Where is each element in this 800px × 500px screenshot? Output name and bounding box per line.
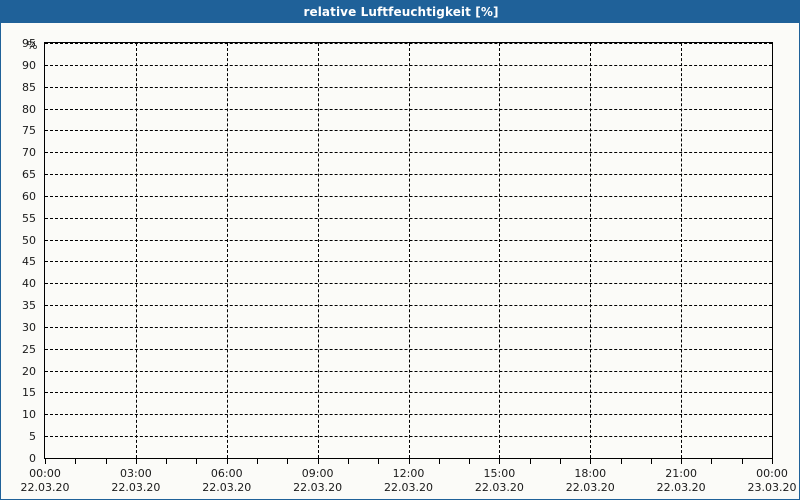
y-axis-tick-label: 25 bbox=[22, 342, 36, 356]
x-axis-tick-mark bbox=[408, 459, 410, 464]
x-axis-tick-date: 22.03.20 bbox=[202, 481, 252, 494]
x-axis-tick-mark bbox=[711, 459, 713, 464]
y-axis-tick-label: 60 bbox=[22, 189, 36, 203]
gridline-vertical bbox=[408, 43, 410, 458]
x-axis-tick-mark bbox=[529, 459, 531, 464]
y-axis-tick-label: 30 bbox=[22, 320, 36, 334]
x-axis-tick-time: 00:00 bbox=[29, 467, 61, 480]
x-axis-tick-label: 09:00 22.03.20 bbox=[273, 467, 363, 495]
x-axis-tick-mark bbox=[226, 459, 228, 464]
x-axis-tick-mark bbox=[347, 459, 349, 464]
x-axis-tick-mark bbox=[257, 459, 259, 464]
y-axis-tick-label: 70 bbox=[22, 146, 36, 160]
x-axis-tick-label: 15:00 22.03.20 bbox=[454, 467, 544, 495]
x-axis-tick-label: 03:00 22.03.20 bbox=[91, 467, 181, 495]
y-axis-tick-label: 90 bbox=[22, 58, 36, 72]
gridline-vertical bbox=[590, 43, 592, 458]
gridline-vertical bbox=[499, 43, 501, 458]
x-axis-tick-mark bbox=[75, 459, 77, 464]
y-axis-tick-label: 65 bbox=[22, 168, 36, 182]
y-axis-tick-label: 0 bbox=[29, 452, 36, 465]
y-axis-tick-label: 20 bbox=[22, 364, 36, 378]
x-axis-tick-date: 22.03.20 bbox=[20, 481, 70, 494]
x-axis-tick-date: 22.03.20 bbox=[474, 481, 524, 494]
y-axis-tick-label: 40 bbox=[22, 277, 36, 291]
x-axis-tick-time: 12:00 bbox=[392, 467, 425, 480]
x-axis-tick-mark bbox=[438, 459, 440, 464]
x-axis-tick-mark bbox=[559, 459, 561, 464]
x-axis-tick-time: 03:00 bbox=[120, 467, 152, 480]
x-axis-tick-label: 00:00 23.03.20 bbox=[727, 467, 799, 495]
y-axis-tick-label: 50 bbox=[22, 233, 36, 247]
y-axis-tick-label: 55 bbox=[22, 211, 36, 225]
x-axis-tick-mark bbox=[105, 459, 107, 464]
y-axis-tick-label: 15 bbox=[22, 386, 36, 400]
y-axis-tick-label: 45 bbox=[22, 255, 36, 269]
x-axis-tick-label: 06:00 22.03.20 bbox=[182, 467, 272, 495]
y-axis-tick-label: 85 bbox=[22, 80, 36, 94]
x-axis-tick-mark bbox=[741, 459, 743, 464]
x-axis-tick-label: 18:00 22.03.20 bbox=[545, 467, 635, 495]
gridline-vertical bbox=[226, 43, 228, 458]
y-axis-tick-label: 80 bbox=[22, 102, 36, 116]
plot-area bbox=[44, 42, 773, 459]
y-axis-tick-label: 35 bbox=[22, 299, 36, 313]
x-axis-tick-time: 21:00 bbox=[665, 467, 697, 480]
x-axis-tick-mark bbox=[620, 459, 622, 464]
y-axis-tick-label: 95 bbox=[22, 37, 36, 50]
y-axis-unit-label: % bbox=[27, 39, 38, 52]
x-axis-tick-mark bbox=[196, 459, 198, 464]
x-axis-tick-time: 09:00 bbox=[301, 467, 334, 480]
x-axis-tick-label: 21:00 22.03.20 bbox=[636, 467, 726, 495]
x-axis-tick-mark bbox=[166, 459, 168, 464]
x-axis-tick-mark bbox=[378, 459, 380, 464]
gridline-vertical bbox=[135, 43, 137, 458]
gridline-vertical bbox=[317, 43, 319, 458]
x-axis-tick-mark bbox=[590, 459, 592, 464]
x-axis-tick-mark bbox=[317, 459, 319, 464]
x-axis-tick-mark bbox=[469, 459, 471, 464]
x-axis-tick-time: 15:00 bbox=[483, 467, 516, 480]
x-axis-tick-mark bbox=[45, 459, 46, 464]
x-axis-tick-label: 12:00 22.03.20 bbox=[364, 467, 454, 495]
x-axis-tick-date: 22.03.20 bbox=[384, 481, 433, 494]
x-axis-tick-mark bbox=[681, 459, 683, 464]
x-axis-tick-mark bbox=[499, 459, 501, 464]
x-axis-tick-mark bbox=[650, 459, 652, 464]
x-axis-tick-time: 18:00 bbox=[574, 467, 607, 480]
x-axis-tick-date: 22.03.20 bbox=[293, 481, 343, 494]
x-axis-tick-time: 06:00 bbox=[210, 467, 243, 480]
x-axis-tick-mark bbox=[772, 459, 773, 464]
x-axis-tick-date: 22.03.20 bbox=[111, 481, 161, 494]
x-axis-tick-date: 22.03.20 bbox=[656, 481, 706, 494]
x-axis-tick-date: 22.03.20 bbox=[565, 481, 615, 494]
gridline-vertical bbox=[681, 43, 683, 458]
x-axis-tick-time: 00:00 bbox=[756, 467, 788, 480]
title-bar: relative Luftfeuchtigkeit [%] bbox=[1, 1, 799, 23]
x-axis-tick-mark bbox=[287, 459, 289, 464]
y-axis-tick-label: 5 bbox=[29, 430, 36, 444]
page-title: relative Luftfeuchtigkeit [%] bbox=[303, 5, 499, 19]
x-axis-tick-date: 23.03.20 bbox=[747, 481, 797, 494]
y-axis-tick-label: 10 bbox=[22, 408, 36, 422]
x-axis-tick-mark bbox=[135, 459, 137, 464]
x-axis-tick-label: 00:00 22.03.20 bbox=[1, 467, 90, 495]
y-axis-tick-label: 75 bbox=[22, 124, 36, 138]
